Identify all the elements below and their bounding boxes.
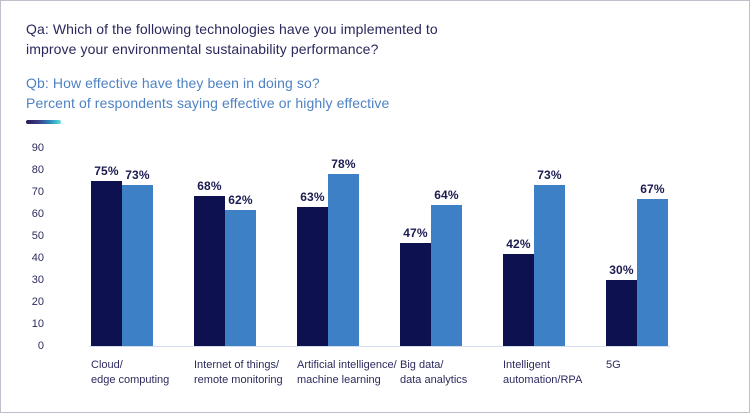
bar-dark-group3 <box>297 207 328 346</box>
y-axis-tick-10: 10 <box>31 318 44 330</box>
category-label-line: automation/RPA <box>503 374 583 386</box>
category-label-line: edge computing <box>91 374 170 386</box>
question-b-line1: Qb: How effective have they been in doin… <box>26 75 320 91</box>
category-label-group4: Big data/data analytics <box>400 358 467 388</box>
bar-dark-group5 <box>503 253 534 346</box>
category-label-line: data analytics <box>400 374 468 386</box>
value-label-dark-group2: 68% <box>197 179 222 194</box>
bar-dark-group6 <box>606 280 637 346</box>
y-axis-tick-0: 0 <box>37 340 44 352</box>
question-b-subtitle: Qb: How effective have they been in doin… <box>26 73 389 113</box>
category-label-line: Intelligent <box>503 359 551 371</box>
category-label-group3: Artificial intelligence/machine learning <box>297 358 397 388</box>
value-label-dark-group5: 42% <box>506 236 531 251</box>
category-label-line: remote monitoring <box>194 374 283 386</box>
y-axis-tick-50: 50 <box>31 230 44 242</box>
value-label-light-group6: 67% <box>640 181 665 196</box>
question-a-line1: Qa: Which of the following technologies … <box>26 21 438 37</box>
category-label-line: Artificial intelligence/ <box>297 359 397 371</box>
category-label-group5: Intelligent automation/RPA <box>503 358 582 388</box>
category-label-line: Internet of things/ <box>194 359 279 371</box>
y-axis-tick-70: 70 <box>31 186 44 198</box>
bar-dark-group2 <box>194 196 225 346</box>
category-label-line: 5G <box>606 359 621 371</box>
y-axis-tick-20: 20 <box>31 296 44 308</box>
bar-dark-group4 <box>400 242 431 346</box>
question-a-title: Qa: Which of the following technologies … <box>26 19 438 59</box>
value-label-light-group5: 73% <box>537 168 562 183</box>
bar-light-group5 <box>534 185 565 346</box>
category-label-line: machine learning <box>297 374 381 386</box>
y-axis-tick-40: 40 <box>31 252 44 264</box>
value-label-light-group2: 62% <box>228 192 253 207</box>
bar-light-group3 <box>328 174 359 346</box>
bar-dark-group1 <box>91 181 122 346</box>
y-axis-tick-30: 30 <box>31 274 44 286</box>
category-label-group2: Internet of things/remote monitoring <box>194 358 283 388</box>
value-label-dark-group1: 75% <box>94 164 119 178</box>
accent-gradient-dash <box>26 120 61 124</box>
category-label-group1: Cloud/edge computing <box>91 358 169 388</box>
bar-light-group4 <box>431 205 462 346</box>
bar-light-group2 <box>225 209 256 346</box>
value-label-light-group3: 78% <box>331 157 356 172</box>
value-label-light-group4: 64% <box>434 188 459 203</box>
y-axis-tick-90: 90 <box>31 142 44 154</box>
y-axis-tick-80: 80 <box>31 164 44 176</box>
y-axis-tick-60: 60 <box>31 208 44 220</box>
value-label-dark-group6: 30% <box>609 263 634 277</box>
value-label-light-group1: 73% <box>125 168 150 183</box>
value-label-dark-group4: 47% <box>403 225 428 240</box>
bar-light-group1 <box>122 185 153 346</box>
question-a-line2: improve your environmental sustainabilit… <box>26 41 379 57</box>
category-label-group6: 5G <box>606 358 621 373</box>
value-label-dark-group3: 63% <box>300 190 325 205</box>
question-b-line2: Percent of respondents saying effective … <box>26 95 390 111</box>
category-label-line: Cloud/ <box>91 359 123 371</box>
category-label-line: Big data/ <box>400 359 444 371</box>
x-axis-baseline <box>89 346 670 347</box>
bar-light-group6 <box>637 198 668 346</box>
